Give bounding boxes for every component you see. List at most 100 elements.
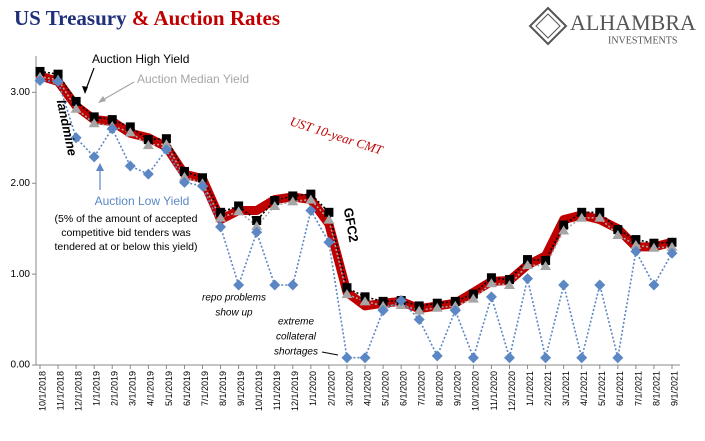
low-marker xyxy=(522,273,534,285)
high-label: Auction High Yield xyxy=(92,52,189,66)
gfc-label: GFC2 xyxy=(341,207,362,244)
median-marker xyxy=(612,230,624,240)
median-marker xyxy=(124,127,136,137)
median-marker xyxy=(576,212,588,222)
high-marker xyxy=(179,166,189,176)
high-marker xyxy=(234,201,244,211)
median-marker xyxy=(485,278,497,288)
logo-diamond-inner xyxy=(535,13,561,39)
median-marker xyxy=(233,206,245,216)
logo: ALHAMBRA INVESTMENTS xyxy=(528,6,696,46)
x-tick-label: 10/1/2019 xyxy=(254,371,264,411)
low-marker xyxy=(106,123,118,135)
low-marker xyxy=(395,294,407,306)
low-marker xyxy=(197,180,209,192)
low-marker xyxy=(160,144,172,156)
low-marker xyxy=(431,350,443,362)
series-line xyxy=(39,76,673,312)
x-tick-label: 12/1/2019 xyxy=(290,371,300,411)
arrowhead xyxy=(98,96,106,103)
low-marker xyxy=(88,151,100,163)
low-marker xyxy=(341,352,353,364)
title-part: & Auction Rates xyxy=(132,6,280,30)
high-marker xyxy=(504,275,514,285)
high-marker xyxy=(35,66,45,76)
x-tick-label: 12/1/2018 xyxy=(73,371,83,411)
median-marker xyxy=(594,212,606,222)
title-part: US Treasury xyxy=(14,6,127,30)
median-marker xyxy=(522,260,534,270)
median-marker xyxy=(251,220,263,230)
arrow xyxy=(100,81,135,102)
median-marker xyxy=(142,140,154,150)
low-marker xyxy=(630,245,642,257)
low-marker xyxy=(178,176,190,188)
arrow xyxy=(321,351,339,356)
x-tick-label: 2/1/2021 xyxy=(543,371,553,406)
x-tick-label: 6/1/2021 xyxy=(615,371,625,406)
high-marker xyxy=(270,196,280,206)
x-tick-label: 2/1/2019 xyxy=(110,371,120,406)
median-marker xyxy=(70,103,82,113)
high-marker xyxy=(161,134,171,144)
high-marker xyxy=(342,283,352,293)
low-marker xyxy=(449,304,461,316)
collateral-note: collateral xyxy=(276,332,317,343)
high-marker xyxy=(198,173,208,183)
high-marker xyxy=(107,115,117,125)
low-marker xyxy=(558,279,570,291)
collateral-note: shortages xyxy=(274,347,318,358)
median-marker xyxy=(305,194,317,204)
median-marker xyxy=(215,212,227,222)
x-tick-label: 3/1/2020 xyxy=(344,371,354,406)
high-marker xyxy=(559,220,569,230)
high-marker xyxy=(324,207,334,217)
logo-diamond xyxy=(528,6,568,46)
median-marker xyxy=(178,171,190,181)
median-marker xyxy=(413,305,425,315)
median-marker xyxy=(88,118,100,128)
x-tick-label: 7/1/2020 xyxy=(417,371,427,406)
low-note: tendered at or below this yield) xyxy=(55,241,198,253)
low-marker xyxy=(70,132,82,144)
low-marker xyxy=(503,352,515,364)
x-tick-label: 5/1/2021 xyxy=(597,371,607,406)
median-marker xyxy=(431,302,443,312)
high-marker xyxy=(143,135,153,145)
low-marker xyxy=(124,160,136,172)
y-tick-label: 1.00 xyxy=(11,269,31,280)
low-marker xyxy=(612,352,624,364)
series-marks xyxy=(34,66,678,364)
median-label: Auction Median Yield xyxy=(137,72,249,86)
annotations: Auction High Yield Auction Median Yield … xyxy=(54,52,386,357)
high-marker xyxy=(613,225,623,235)
low-marker xyxy=(359,352,371,364)
x-tick-label: 7/1/2019 xyxy=(200,371,210,406)
high-marker xyxy=(595,207,605,217)
x-tick-label: 7/1/2021 xyxy=(633,371,643,406)
median-marker xyxy=(503,280,515,290)
x-tick-label: 2/1/2020 xyxy=(326,371,336,406)
high-marker xyxy=(252,215,262,225)
low-marker xyxy=(594,279,606,291)
logo-tagline: INVESTMENTS xyxy=(608,35,677,46)
x-tick-label: 8/1/2020 xyxy=(435,371,445,406)
x-tick-label: 9/1/2019 xyxy=(236,371,246,406)
x-tick-label: 11/1/2020 xyxy=(489,371,499,410)
x-tick-label: 6/1/2020 xyxy=(399,371,409,406)
y-tick-label: 3.00 xyxy=(11,87,31,98)
x-tick-label: 10/1/2018 xyxy=(37,371,47,411)
low-marker xyxy=(269,279,281,291)
x-tick-label: 11/1/2018 xyxy=(55,371,65,410)
cmt-label: UST 10-year CMT xyxy=(288,113,385,157)
collateral-note: extreme xyxy=(278,317,315,328)
low-marker xyxy=(323,236,335,248)
y-tick-label: 0.00 xyxy=(11,360,31,371)
median-marker xyxy=(269,200,281,210)
x-tick-label: 4/1/2021 xyxy=(579,371,589,406)
high-marker xyxy=(71,96,81,106)
low-marker xyxy=(540,352,552,364)
x-tick-label: 1/1/2021 xyxy=(525,371,535,406)
repo-note: show up xyxy=(215,308,253,319)
chart-title: US Treasury & Auction Rates xyxy=(14,6,280,30)
